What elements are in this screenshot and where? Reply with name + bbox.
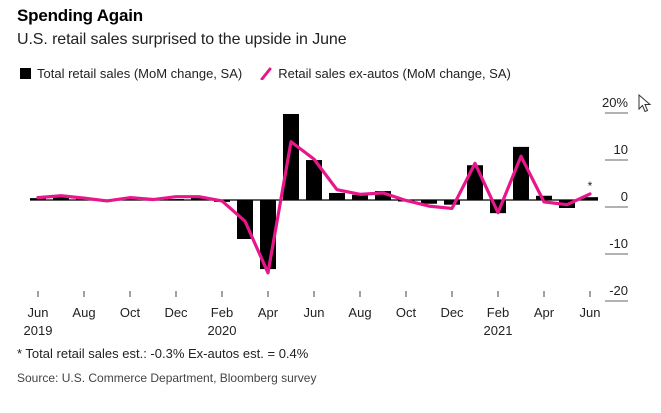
x-tick-label: Jun [304,305,325,320]
bar-total-retail-may-2020 [283,113,299,200]
bar-total-retail-oct-2019 [122,198,138,201]
legend-swatch-total [20,68,31,79]
x-tick-label: Apr [534,305,555,320]
bar-total-retail-sep-2020 [375,191,391,200]
x-tick-label: Oct [120,305,141,320]
bar-total-retail-jul-2019 [53,197,69,200]
bar-total-retail-jul-2020 [329,192,345,200]
bar-total-retail-jan-2021 [467,165,483,200]
bar-total-retail-mar-2021 [513,146,529,200]
x-year-label: 2020 [208,323,237,338]
bar-total-retail-dec-2020 [444,200,460,205]
mouse-pointer-icon [638,94,652,113]
y-tick-label: 0 [621,189,628,204]
legend-label-ex-autos: Retail sales ex-autos (MoM change, SA) [278,66,511,81]
ex-autos-line [36,140,592,275]
x-tick-label: Feb [211,305,233,320]
chart-plot: 20% 10 0 -10 -20 Jun 2019 Aug Oct Dec Feb 2020 Apr J… [24,95,629,338]
x-tick-label: Oct [396,305,417,320]
bar-total-retail-jun-2020 [306,160,322,200]
y-tick-label: -10 [609,236,628,251]
y-tick-label: 10 [614,142,628,157]
y-tick-label: 20% [602,95,628,110]
x-tick-label: Aug [348,305,371,320]
x-year-label: 2021 [484,323,513,338]
bar-total-retail-nov-2020 [421,200,437,204]
chart-title: Spending Again [17,6,143,25]
legend: Total retail sales (MoM change, SA) Reta… [20,66,511,81]
bar-total-retail-aug-2020 [352,194,368,200]
estimate-asterisk: * [588,179,593,193]
x-tick-label: Jun [28,305,49,320]
x-tick-label: Aug [72,305,95,320]
x-tick-label: Feb [487,305,509,320]
x-tick-label: Apr [258,305,279,320]
legend-swatch-ex-autos [260,67,272,80]
chart-subtitle: U.S. retail sales surprised to the upsid… [17,31,347,48]
x-tick-label: Dec [164,305,188,320]
legend-label-total: Total retail sales (MoM change, SA) [37,66,243,81]
bar-total-retail-jun-2021 [582,197,598,200]
x-tick-label: Jun [580,305,601,320]
footnote: * Total retail sales est.: -0.3% Ex-auto… [17,346,309,361]
y-tick-label: -20 [609,283,628,298]
source-note: Source: U.S. Commerce Department, Bloomb… [17,371,317,385]
bar-total-retail-jan-2020 [191,197,207,200]
bar-total-retail-apr-2021 [536,195,552,200]
x-year-label: 2019 [24,323,53,338]
x-tick-label: Dec [440,305,464,320]
